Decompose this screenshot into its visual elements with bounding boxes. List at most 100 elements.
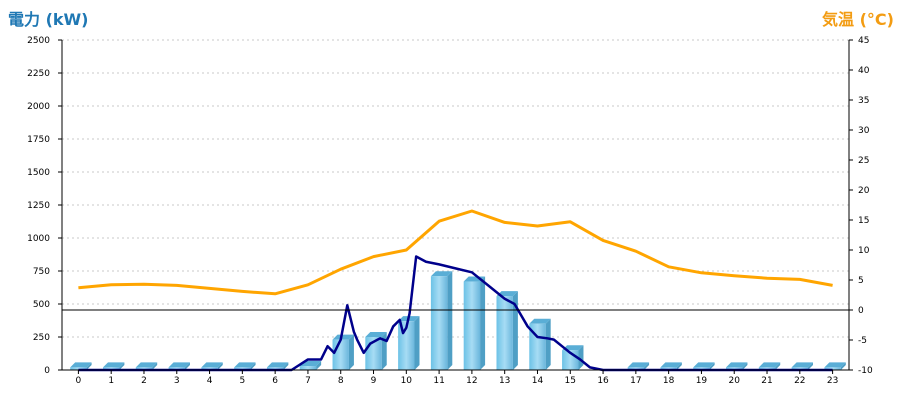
- x-tick-label: 21: [761, 376, 772, 386]
- left-tick-label: 1000: [27, 234, 50, 244]
- bar-top: [660, 362, 682, 368]
- x-tick-label: 0: [76, 376, 82, 386]
- bar-top: [430, 271, 453, 277]
- x-tick-label: 5: [239, 376, 245, 386]
- bar-side: [676, 362, 682, 370]
- left-tick-label: 1250: [27, 201, 50, 211]
- bar-side: [578, 345, 584, 370]
- x-tick-label: 12: [466, 376, 477, 386]
- bar: [496, 296, 513, 370]
- bar-side: [480, 276, 486, 370]
- bar-side: [512, 291, 518, 370]
- bar-top: [332, 334, 354, 340]
- bar-top: [726, 362, 748, 368]
- left-tick-label: 2000: [27, 102, 50, 112]
- power-line: [78, 255, 833, 372]
- bar-top: [693, 362, 715, 368]
- bar-side: [414, 316, 420, 370]
- bar: [660, 367, 677, 370]
- bar-side: [316, 361, 322, 370]
- bar: [824, 367, 841, 370]
- bar-side: [447, 271, 453, 370]
- bar-side: [86, 362, 92, 370]
- x-tick-label: 11: [433, 376, 444, 386]
- bar-side: [775, 362, 781, 370]
- bar-side: [184, 362, 190, 370]
- bar-side: [644, 362, 650, 370]
- bar-side: [381, 332, 387, 370]
- right-tick-label: 5: [858, 276, 864, 286]
- x-tick-label: 6: [272, 376, 278, 386]
- temperature-line: [78, 209, 833, 296]
- left-tick-label: 0: [44, 366, 50, 376]
- bar: [332, 339, 349, 370]
- bar: [70, 367, 87, 370]
- left-tick-label: 250: [33, 333, 50, 343]
- bar-top: [791, 362, 814, 368]
- right-tick-label: 25: [858, 156, 869, 166]
- bar: [135, 367, 153, 370]
- bar: [463, 281, 481, 370]
- right-tick-label: 20: [858, 186, 870, 196]
- x-tick-label: 7: [305, 376, 311, 386]
- bar: [299, 366, 317, 370]
- bar-top: [135, 362, 158, 368]
- left-tick-label: 750: [33, 267, 50, 277]
- right-tick-label: 35: [858, 96, 869, 106]
- bar-side: [250, 362, 256, 370]
- bar-side: [217, 362, 223, 370]
- bar: [102, 367, 120, 370]
- x-tick-label: 9: [371, 376, 377, 386]
- bar: [201, 367, 218, 370]
- x-tick-label: 1: [108, 376, 114, 386]
- right-tick-label: -5: [858, 336, 867, 346]
- left-axis-title: 電力 (kW): [8, 10, 89, 29]
- bar-top: [234, 362, 256, 368]
- right-tick-label: 0: [858, 306, 864, 316]
- bar: [430, 276, 448, 370]
- x-tick-label: 4: [207, 376, 213, 386]
- bar: [627, 367, 645, 370]
- x-tick-label: 18: [663, 376, 675, 386]
- right-tick-label: 45: [858, 36, 869, 46]
- left-tick-label: 1750: [27, 135, 50, 145]
- x-tick-label: 8: [338, 376, 344, 386]
- bar-top: [70, 362, 92, 368]
- bar-top: [365, 332, 387, 337]
- x-tick-label: 3: [174, 376, 180, 386]
- left-tick-label: 500: [33, 300, 50, 310]
- bar-top: [266, 362, 289, 368]
- bar-top: [168, 362, 190, 368]
- x-tick-label: 14: [532, 376, 544, 386]
- bar-top: [758, 362, 781, 368]
- bar: [726, 367, 743, 370]
- bar: [529, 323, 546, 370]
- bar: [791, 367, 809, 370]
- x-tick-label: 19: [696, 376, 708, 386]
- bar-top: [627, 362, 650, 368]
- x-tick-label: 10: [401, 376, 413, 386]
- x-tick-label: 23: [827, 376, 838, 386]
- bar-side: [283, 362, 289, 370]
- bar-side: [545, 318, 551, 370]
- bar-side: [152, 362, 158, 370]
- left-tick-label: 2250: [27, 69, 50, 79]
- left-tick-label: 2500: [27, 36, 50, 46]
- x-tick-label: 17: [630, 376, 641, 386]
- bar-side: [808, 362, 814, 370]
- right-tick-label: 40: [858, 66, 870, 76]
- x-tick-label: 13: [499, 376, 510, 386]
- bar-side: [348, 334, 354, 370]
- bar: [758, 367, 776, 370]
- bar: [234, 367, 251, 370]
- x-tick-label: 22: [794, 376, 805, 386]
- left-tick-label: 1500: [27, 168, 50, 178]
- bar: [266, 367, 284, 370]
- bar-top: [529, 318, 551, 324]
- bar-top: [102, 362, 125, 368]
- right-axis-title: 気温 (°C): [822, 10, 894, 29]
- bar-top: [824, 362, 846, 368]
- bar-side: [840, 362, 846, 370]
- bar-side: [742, 362, 748, 370]
